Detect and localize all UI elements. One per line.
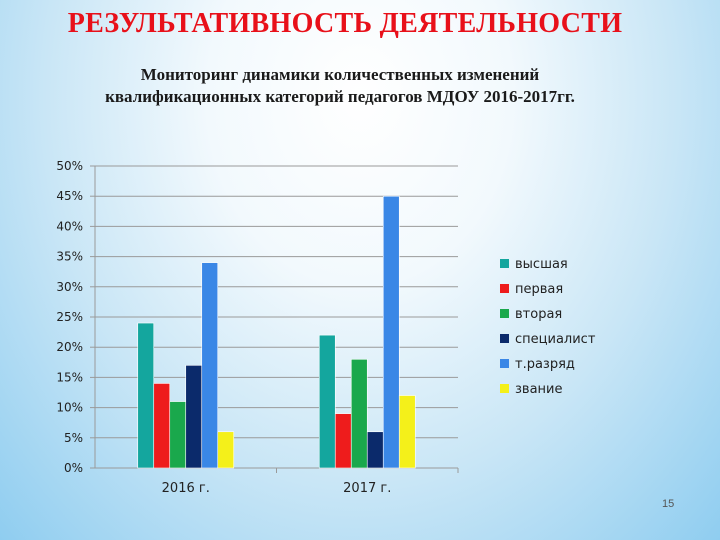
page-title: РЕЗУЛЬТАТИВНОСТЬ ДЕЯТЕЛЬНОСТИ bbox=[67, 8, 623, 39]
y-tick-label: 10% bbox=[56, 401, 83, 415]
legend-swatch bbox=[500, 384, 509, 393]
bar bbox=[382, 195, 400, 469]
bar bbox=[185, 365, 203, 469]
subtitle-line-1: Мониторинг динамики количественных измен… bbox=[140, 65, 540, 84]
y-tick-label: 40% bbox=[56, 219, 83, 233]
legend-swatch bbox=[500, 259, 509, 268]
legend-swatch bbox=[500, 284, 509, 293]
legend-swatch bbox=[500, 309, 509, 318]
bar bbox=[334, 413, 352, 469]
bar bbox=[217, 431, 235, 469]
x-tick-label: 2016 г. bbox=[162, 481, 210, 496]
y-tick-label: 30% bbox=[56, 280, 83, 294]
bar bbox=[366, 431, 384, 469]
y-tick-label: 50% bbox=[56, 159, 83, 173]
x-tick-label: 2017 г. bbox=[343, 481, 391, 496]
bar bbox=[201, 262, 219, 469]
y-tick-label: 15% bbox=[56, 370, 83, 384]
y-tick-label: 45% bbox=[56, 189, 83, 203]
bar bbox=[318, 334, 336, 469]
legend-label: первая bbox=[515, 282, 563, 297]
y-tick-label: 5% bbox=[64, 431, 83, 445]
y-tick-label: 20% bbox=[56, 340, 83, 354]
page-subtitle: Мониторинг динамики количественных измен… bbox=[0, 64, 680, 108]
bar bbox=[137, 322, 155, 469]
bar bbox=[169, 401, 187, 469]
legend-swatch bbox=[500, 334, 509, 343]
y-tick-label: 25% bbox=[56, 310, 83, 324]
bar bbox=[153, 383, 171, 469]
legend-swatch bbox=[500, 359, 509, 368]
subtitle-line-2: квалификационных категорий педагогов МДО… bbox=[105, 87, 575, 106]
legend-label: т.разряд bbox=[515, 357, 575, 372]
y-tick-label: 0% bbox=[64, 461, 83, 475]
bar bbox=[350, 358, 368, 469]
bar bbox=[398, 395, 416, 469]
page-number: 15 bbox=[662, 498, 675, 510]
legend-label: вторая bbox=[515, 307, 562, 322]
legend-label: звание bbox=[515, 382, 563, 397]
legend-label: специалист bbox=[515, 332, 596, 347]
y-tick-label: 35% bbox=[56, 250, 83, 264]
legend-label: высшая bbox=[515, 257, 568, 272]
